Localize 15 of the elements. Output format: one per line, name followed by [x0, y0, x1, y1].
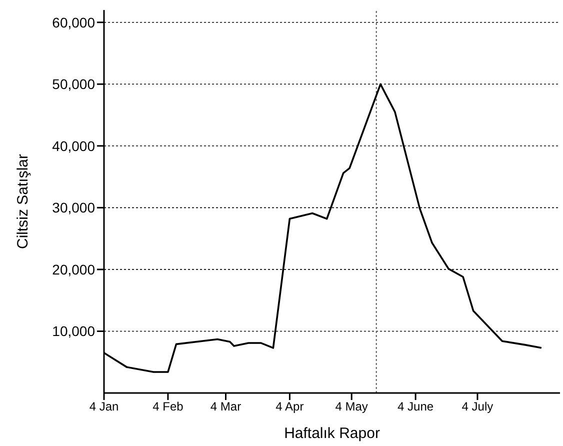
- y-axis-title: Ciltsiz Satışlar: [14, 154, 32, 250]
- x-tick-label: 4 May: [335, 400, 368, 414]
- y-tick-label: 30,000: [52, 200, 96, 216]
- x-tick-label: 4 Mar: [210, 400, 242, 414]
- y-tick-label: 60,000: [52, 14, 96, 30]
- y-tick-label: 50,000: [52, 76, 96, 92]
- x-tick-label: 4 Apr: [276, 400, 304, 414]
- x-tick-label: 4 June: [398, 400, 434, 414]
- y-tick-label: 40,000: [52, 138, 96, 154]
- y-tick-label: 10,000: [52, 323, 96, 340]
- y-tick-label: 20,000: [52, 261, 96, 278]
- x-tick-label: 4 Feb: [152, 400, 184, 414]
- x-tick-label: 4 July: [462, 400, 494, 414]
- x-tick-label: 4 Jan: [89, 400, 119, 414]
- x-axis-title: Haftalık Rapor: [284, 425, 380, 442]
